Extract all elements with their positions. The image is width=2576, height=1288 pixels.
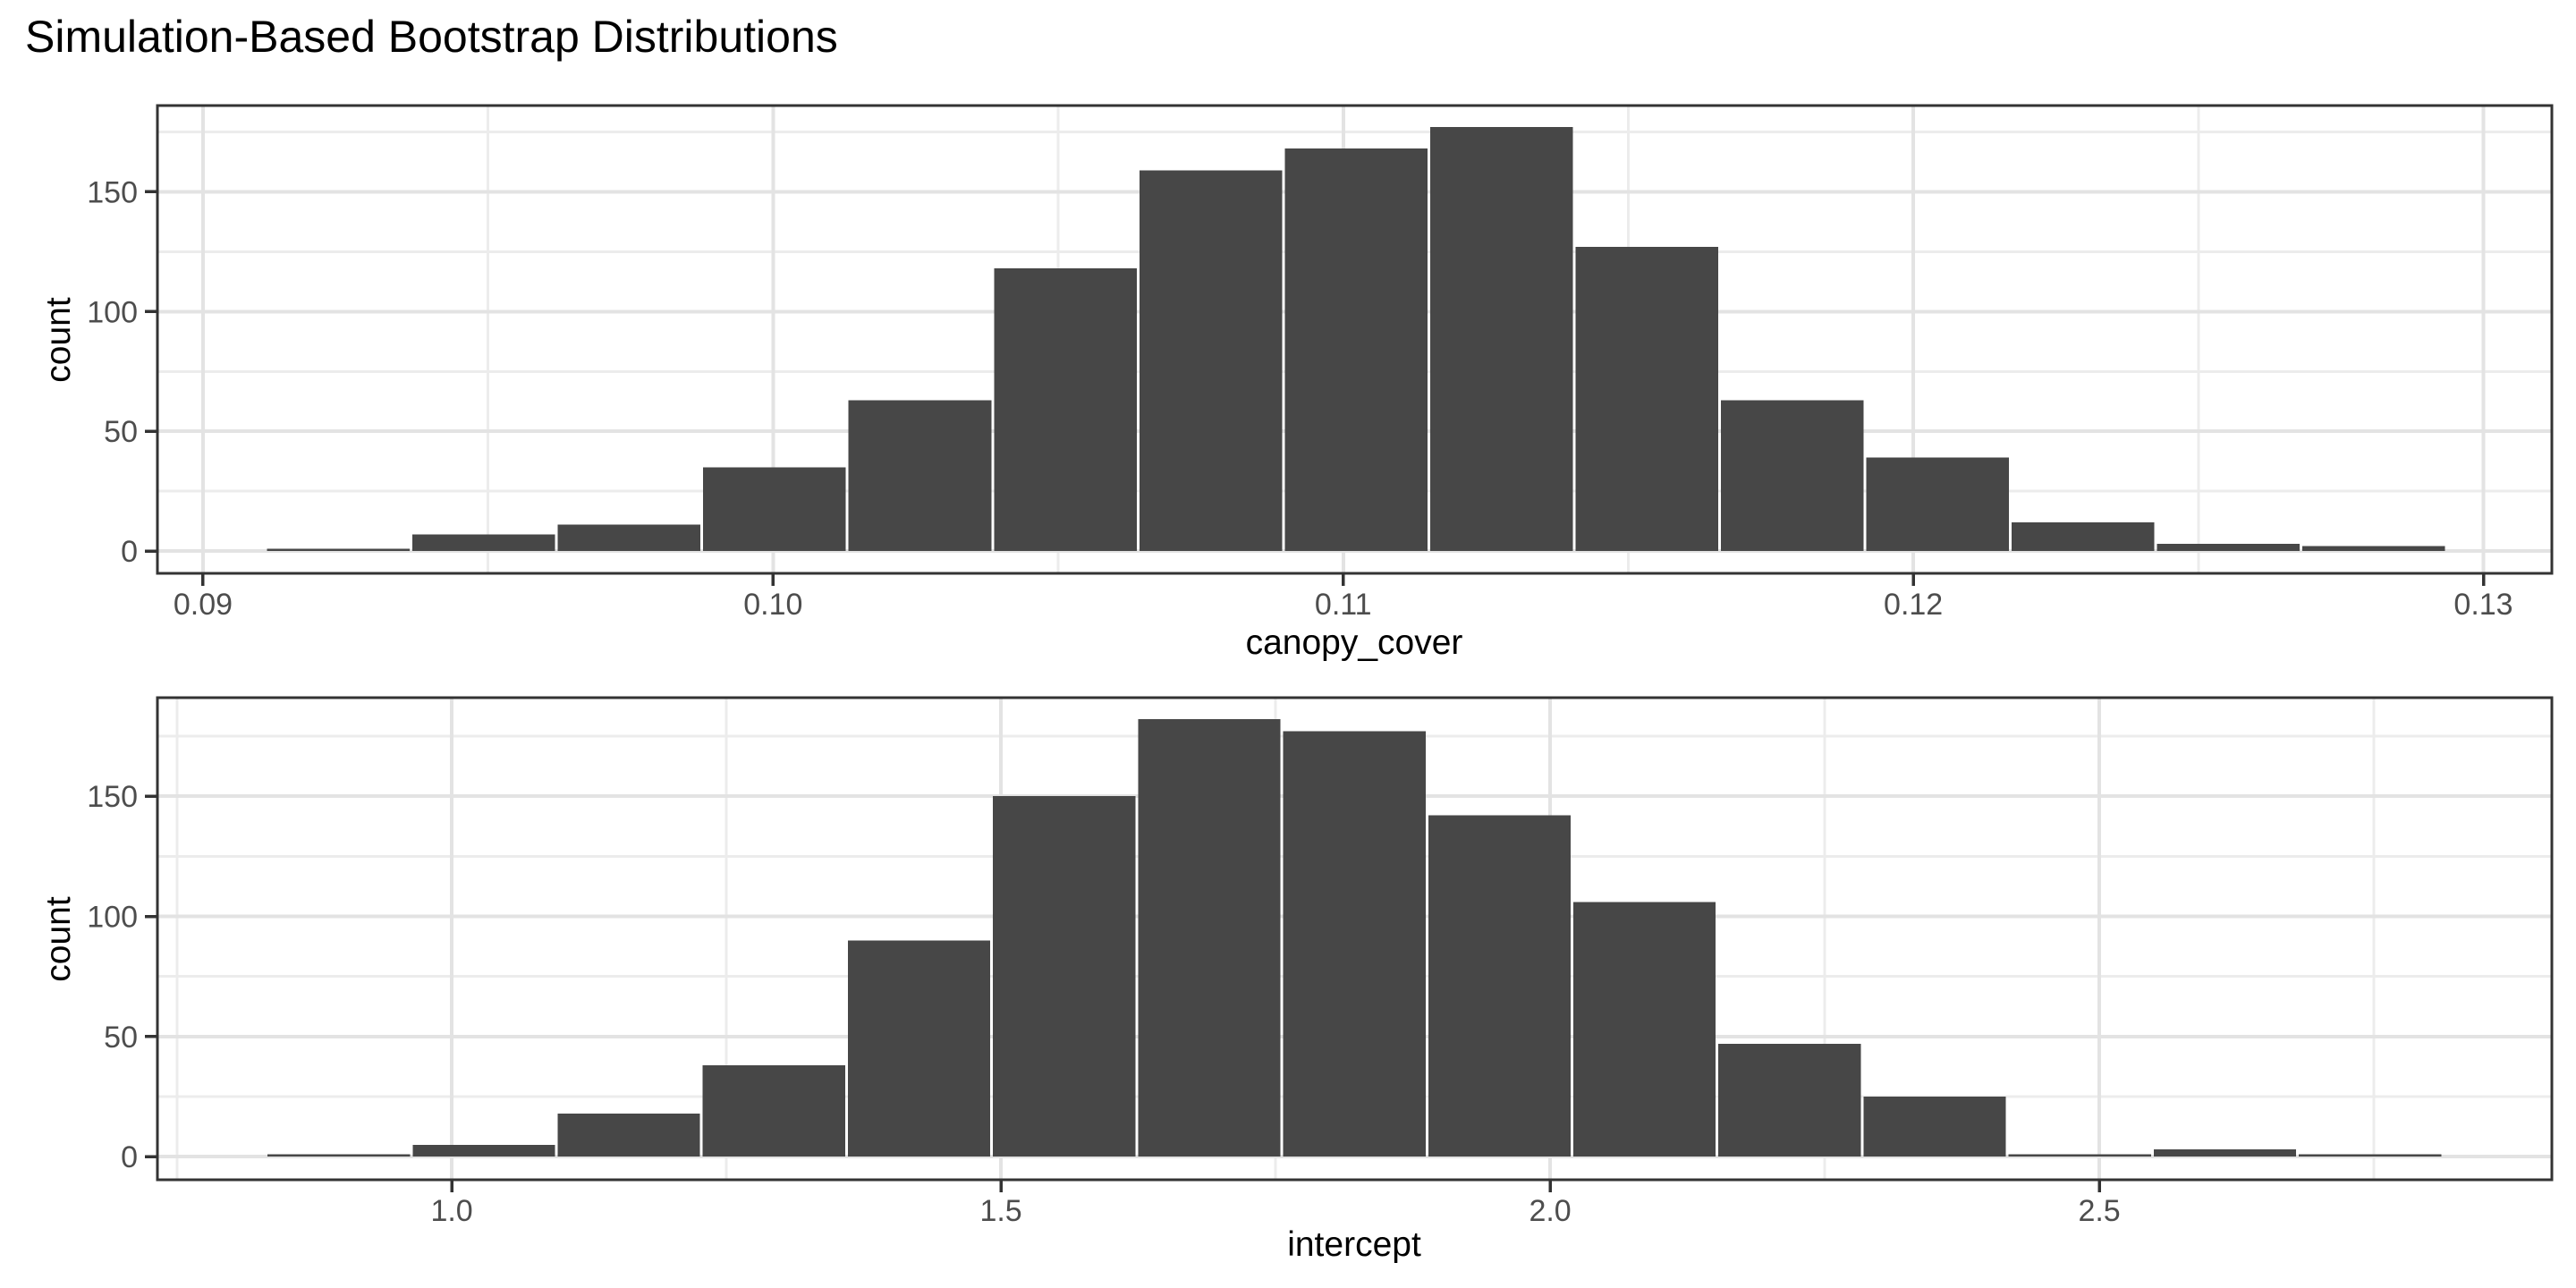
histogram-bar [2157, 544, 2301, 552]
x-tick-label: 1.5 [979, 1194, 1021, 1228]
x-tick-label: 0.13 [2453, 588, 2512, 622]
histogram-bar [267, 1154, 411, 1157]
y-tick-label: 50 [104, 1021, 138, 1055]
histogram-bar [267, 548, 411, 552]
histogram-bar [994, 268, 1137, 552]
histogram-bar [1575, 246, 1718, 552]
histogram-intercept-panel: 1.0 1.5 2.0 2.5 0 50 100 150 [87, 696, 2554, 1228]
histogram-bar [848, 400, 992, 552]
histogram-bar [1573, 902, 1716, 1157]
histogram-bar [993, 796, 1136, 1157]
x-tick-label: 1.0 [430, 1194, 472, 1228]
histogram-bar [557, 524, 701, 552]
x-tick-label: 0.12 [1884, 588, 1943, 622]
y-axis-title-count-bottom: count [39, 896, 78, 982]
y-tick-label: 50 [104, 415, 138, 449]
histogram-bar [2299, 1154, 2442, 1157]
histogram-bar [1720, 400, 1864, 552]
histogram-bar [2302, 546, 2445, 552]
histogram-bar [1428, 815, 1572, 1157]
panel-border [156, 696, 2554, 1182]
histogram-bar [1283, 731, 1426, 1157]
y-tick-label: 100 [87, 295, 138, 329]
histogram-bar [412, 1144, 555, 1157]
x-tick-label: 0.10 [743, 588, 802, 622]
histogram-bar [2153, 1149, 2297, 1157]
histogram-bar [1718, 1043, 1861, 1157]
histogram-intercept: 1.0 1.5 2.0 2.5 0 50 100 150 intercept count [39, 696, 2554, 1264]
x-axis-title-intercept: intercept [1287, 1225, 1421, 1264]
histogram-bar [1429, 127, 1573, 552]
histogram-bar [2008, 1154, 2151, 1157]
y-tick-label: 0 [121, 535, 138, 569]
panel-border [156, 104, 2554, 575]
histogram-bar [702, 1065, 845, 1157]
x-tick-label: 0.09 [174, 588, 233, 622]
histogram-bar [1139, 170, 1283, 552]
histogram-bar [2011, 521, 2155, 552]
histogram-bar [1863, 1097, 2006, 1157]
histogram-bar [1138, 719, 1281, 1157]
y-tick-label: 0 [121, 1140, 138, 1174]
x-tick-label: 2.0 [1529, 1194, 1571, 1228]
x-tick-label: 0.11 [1315, 588, 1372, 622]
histogram-canopy-cover: 0.09 0.10 0.11 0.12 0.13 0 50 100 150 canopy_cov… [39, 104, 2554, 662]
y-axis-title-count-top: count [39, 297, 78, 383]
histogram-canopy-cover-panel: 0.09 0.10 0.11 0.12 0.13 0 50 100 150 [87, 104, 2554, 622]
x-axis-title-canopy-cover: canopy_cover [1246, 623, 1463, 662]
histogram-bar [847, 940, 991, 1157]
y-tick-label: 100 [87, 901, 138, 935]
x-tick-label: 2.5 [2078, 1194, 2120, 1228]
histogram-bar [1284, 148, 1428, 552]
histogram-bar [412, 534, 555, 552]
histogram-bar [703, 467, 846, 552]
histogram-bar [1866, 457, 2009, 552]
histogram-bar [557, 1113, 700, 1157]
plot-title: Simulation-Based Bootstrap Distributions [25, 12, 838, 62]
y-tick-label: 150 [87, 780, 138, 814]
y-tick-label: 150 [87, 175, 138, 209]
